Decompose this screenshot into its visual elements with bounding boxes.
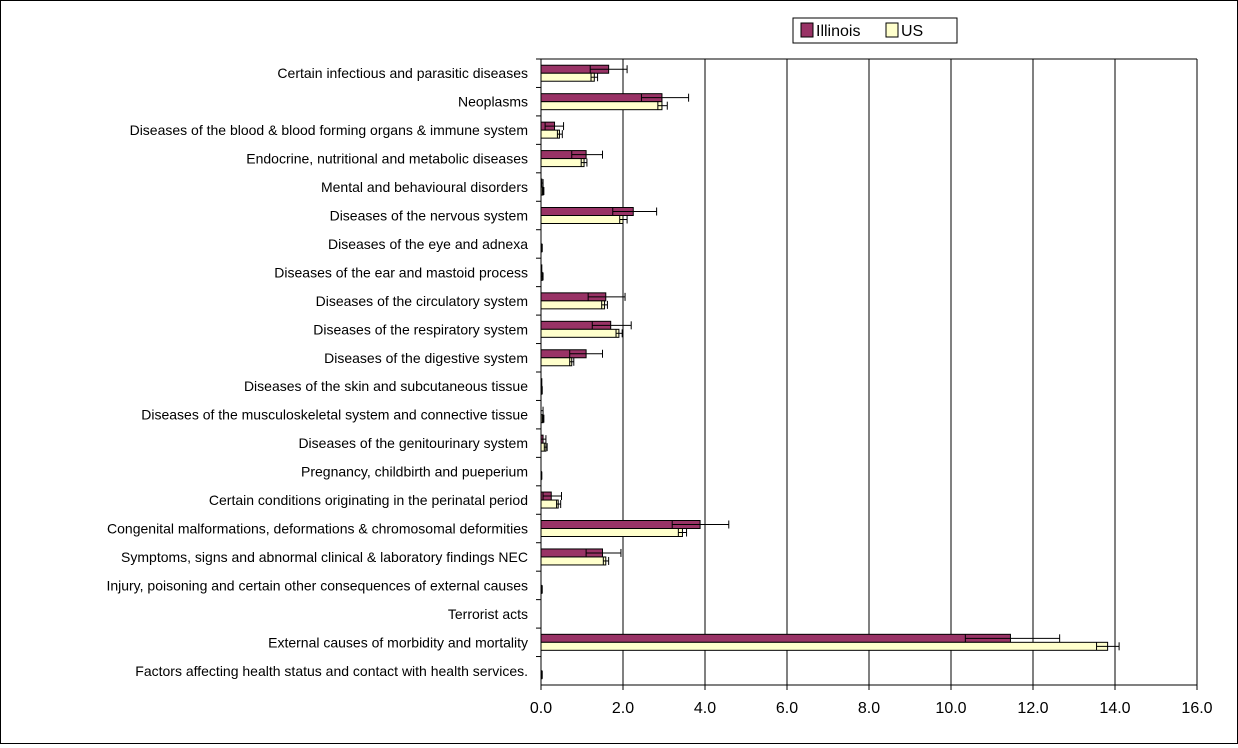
category-label: Diseases of the respiratory system: [313, 321, 528, 337]
x-tick-label: 6.0: [776, 700, 798, 717]
category-label: Injury, poisoning and certain other cons…: [106, 577, 528, 593]
category-label: Diseases of the digestive system: [324, 350, 528, 366]
bar-us: [541, 130, 559, 138]
x-tick-label: 14.0: [1099, 700, 1130, 717]
category-label: Diseases of the musculoskeletal system a…: [141, 407, 528, 423]
category-label: Diseases of the eye and adnexa: [328, 236, 528, 252]
category-label: Pregnancy, childbirth and pueperium: [301, 464, 528, 480]
category-label: Mental and behavioural disorders: [321, 179, 528, 195]
bars: [541, 65, 1108, 679]
legend-label-us: US: [901, 23, 923, 40]
x-tick-label: 2.0: [612, 700, 634, 717]
category-label: Diseases of the nervous system: [330, 208, 528, 224]
category-label: Certain infectious and parasitic disease…: [277, 65, 528, 81]
category-label: Diseases of the circulatory system: [316, 293, 528, 309]
legend-label-illinois: Illinois: [816, 23, 860, 40]
category-label: Diseases of the blood & blood forming or…: [130, 122, 528, 138]
error-bars: [541, 65, 1119, 679]
bar-us: [541, 329, 619, 337]
category-label: Certain conditions originating in the pe…: [209, 492, 528, 508]
bar-us: [541, 529, 682, 537]
bar-us: [541, 73, 594, 81]
x-tick-label: 4.0: [694, 700, 716, 717]
bar-us: [541, 358, 572, 366]
category-label: External causes of morbidity and mortali…: [268, 634, 528, 650]
x-tick-label: 0.0: [530, 700, 552, 717]
bar-us: [541, 557, 606, 565]
legend: Illinois US: [793, 18, 957, 43]
x-tick-label: 10.0: [935, 700, 966, 717]
category-label: Terrorist acts: [448, 606, 528, 622]
x-tick-label: 12.0: [1017, 700, 1048, 717]
category-label: Neoplasms: [458, 94, 528, 110]
bar-us: [541, 642, 1108, 650]
category-label: Congenital malformations, deformations &…: [107, 521, 528, 537]
legend-swatch-illinois: [801, 23, 813, 37]
category-labels: Certain infectious and parasitic disease…: [106, 65, 528, 679]
x-tick-label: 8.0: [858, 700, 880, 717]
category-label: Diseases of the genitourinary system: [298, 435, 528, 451]
category-label: Endocrine, nutritional and metabolic dis…: [246, 151, 528, 167]
legend-swatch-us: [886, 23, 898, 37]
bar-us: [541, 301, 605, 309]
bar-us: [541, 159, 584, 167]
category-label: Factors affecting health status and cont…: [135, 663, 528, 679]
gridlines: [623, 59, 1197, 685]
category-label: Diseases of the ear and mastoid process: [274, 264, 528, 280]
bar-illinois: [541, 634, 1010, 642]
axes: 0.0 2.0 4.0 6.0 8.0 10.0 12.0 14.0 16.0: [530, 59, 1213, 717]
bar-us: [541, 500, 558, 508]
category-label: Symptoms, signs and abnormal clinical & …: [121, 549, 528, 565]
bar-us: [541, 102, 662, 110]
bar-us: [541, 216, 623, 224]
x-tick-label: 16.0: [1181, 700, 1212, 717]
category-label: Diseases of the skin and subcutaneous ti…: [244, 378, 528, 394]
